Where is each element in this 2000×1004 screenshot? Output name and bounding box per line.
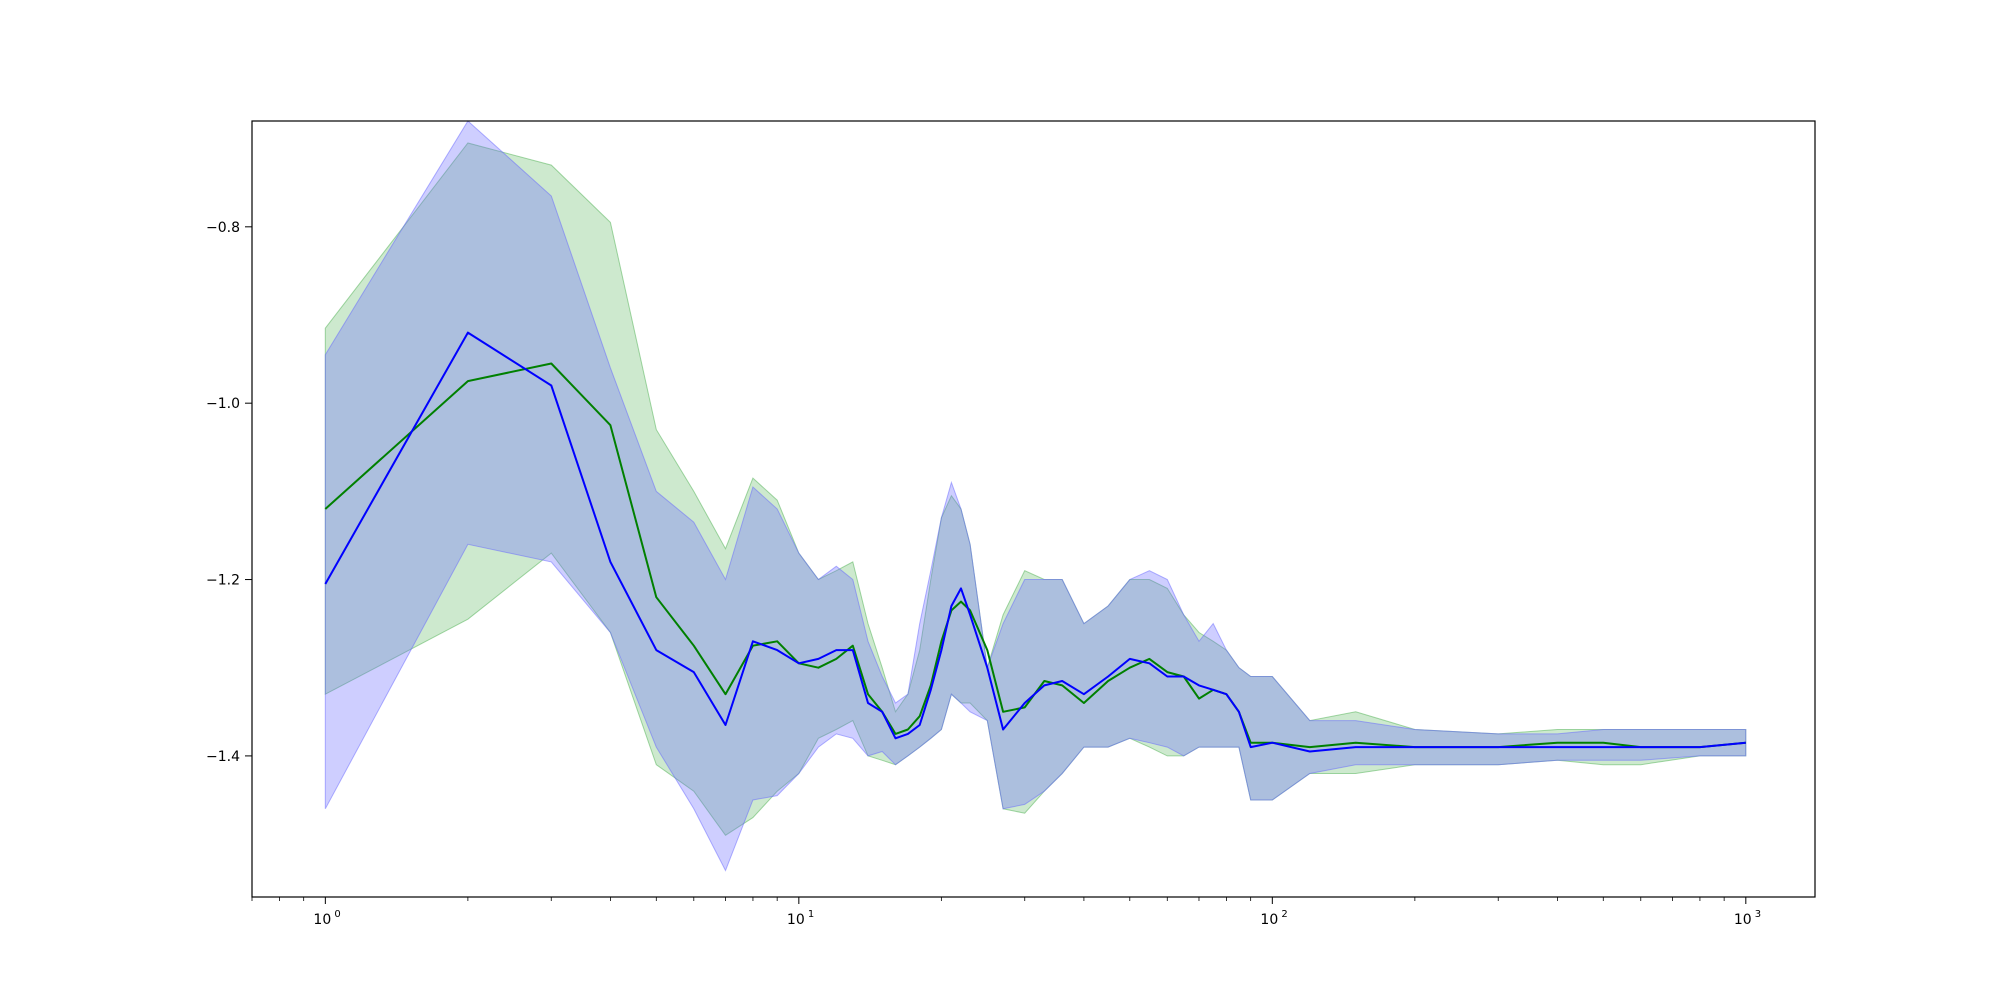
y-tick-label: −1.4	[206, 749, 240, 765]
x-tick-exponent: 3	[1755, 909, 1761, 920]
y-tick-label: −0.8	[206, 220, 240, 236]
series-2-band	[324, 120, 1747, 872]
x-tick-exponent: 2	[1281, 909, 1287, 920]
x-tick-label: 10	[313, 912, 331, 928]
x-tick-exponent: 0	[334, 909, 340, 920]
y-tick-label: −1.2	[206, 573, 240, 589]
confidence-bands	[324, 120, 1747, 872]
x-tick-label: 10	[1734, 912, 1752, 928]
series-2-line	[324, 331, 1746, 753]
y-tick-label: −1.0	[206, 396, 240, 412]
x-axis: 10 0 10 1 10 2 10 3	[251, 897, 1761, 928]
x-tick-label: 10	[1260, 912, 1278, 928]
series-lines	[324, 331, 1746, 753]
x-tick-label: 10	[787, 912, 805, 928]
y-axis: −0.8 −1.0 −1.2 −1.4	[206, 220, 252, 765]
x-tick-exponent: 1	[808, 909, 814, 920]
plot-frame	[251, 120, 1816, 898]
series-1-line	[324, 362, 1746, 749]
